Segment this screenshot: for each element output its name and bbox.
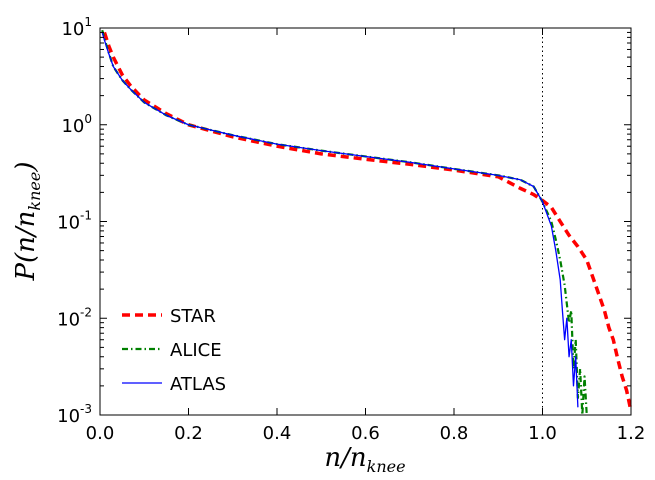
y-tick-label: 10-3: [57, 402, 92, 427]
legend-label-alice: ALICE: [170, 340, 222, 361]
y-tick-label: 10-2: [57, 305, 92, 330]
series-layer: [101, 29, 633, 417]
y-tick-label: 10-1: [57, 209, 92, 234]
x-tick-label: 1.2: [617, 423, 646, 444]
y-tick-label: 100: [61, 112, 92, 137]
y-axis-label: P(n/nknee): [11, 162, 44, 282]
x-tick-label: 0.0: [86, 423, 115, 444]
series-line-star: [102, 31, 633, 412]
x-tick-label: 1.0: [528, 423, 557, 444]
legend-label-atlas: ATLAS: [170, 374, 226, 395]
legend-label-star: STAR: [170, 306, 216, 327]
tick-layer: 0.0 0.2 0.4 0.6 0.8 1.0 1.2 101 100 10-1 10-2 10-3: [57, 15, 645, 444]
x-axis-label: n/nknee: [324, 443, 405, 476]
legend: STAR ALICE ATLAS: [122, 306, 226, 395]
x-tick-label: 0.6: [351, 423, 380, 444]
y-tick-label: 101: [61, 15, 92, 40]
series-line-atlas: [101, 32, 579, 408]
x-tick-label: 0.4: [263, 423, 292, 444]
x-tick-label: 0.2: [174, 423, 203, 444]
x-tick-label: 0.8: [440, 423, 469, 444]
